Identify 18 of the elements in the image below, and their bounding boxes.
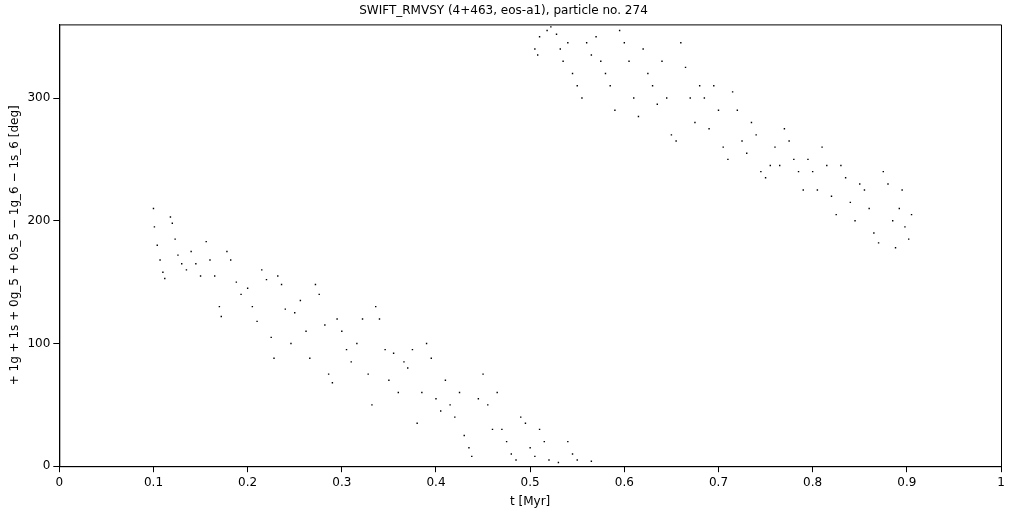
x-axis-title: t [Myr] — [510, 493, 551, 508]
y-tick-label: 0 — [42, 458, 51, 473]
x-tick-label: 0.2 — [238, 474, 258, 489]
x-tick-label: 0.5 — [520, 474, 540, 489]
x-tick-label: 0.1 — [143, 474, 164, 489]
x-tick-label: 0.3 — [332, 474, 352, 489]
x-tick-label: 0.6 — [614, 474, 634, 489]
x-tick-label: 0.4 — [426, 474, 446, 489]
x-tick-label: 1 — [997, 474, 1005, 489]
x-tick-label: 0.8 — [803, 474, 823, 489]
y-tick-label: 100 — [27, 335, 51, 350]
y-tick-label: 300 — [27, 90, 51, 105]
x-tick-label: 0.7 — [708, 474, 729, 489]
x-tick-label: 0.9 — [897, 474, 917, 489]
y-tick-label: 200 — [27, 212, 51, 227]
x-tick-label: 0 — [55, 474, 64, 489]
y-axis-title: + 1g + 1s + 0g_5 + 0s_5 − 1g_6 − 1s_6 [deg] — [7, 105, 22, 386]
chart-title: SWIFT_RMVSY (4+463, eos-a1), particle no. 274 — [359, 3, 648, 18]
